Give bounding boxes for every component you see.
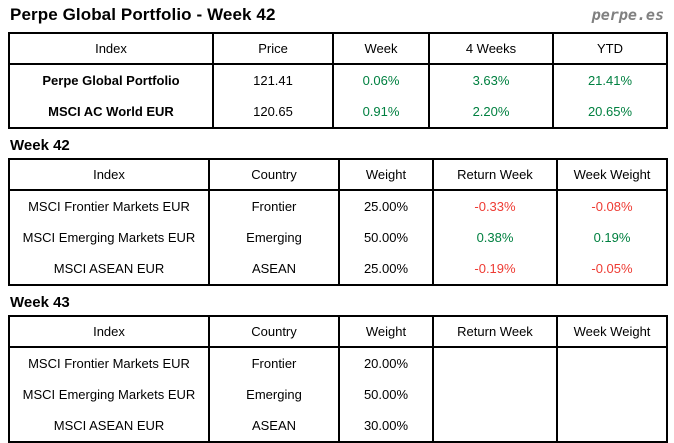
table-row: MSCI Emerging Markets EUR Emerging 50.00… xyxy=(8,379,668,410)
ytd-return-cell: 21.41% xyxy=(552,64,668,96)
week-weight-cell: -0.08% xyxy=(556,190,668,222)
report-header: Perpe Global Portfolio - Week 42 perpe.e… xyxy=(8,5,666,28)
price-cell: 121.41 xyxy=(212,64,334,96)
header-country: Country xyxy=(208,316,340,348)
ytd-return-cell: 20.65% xyxy=(552,96,668,128)
week-weight-cell: -0.05% xyxy=(556,253,668,285)
week-return-cell: 0.06% xyxy=(332,64,430,96)
header-return-week: Return Week xyxy=(432,159,558,191)
weight-cell: 20.00% xyxy=(338,347,434,379)
table-row: MSCI ASEAN EUR ASEAN 30.00% xyxy=(8,410,668,442)
week-weight-cell: 0.19% xyxy=(556,222,668,253)
week43-table: Index Country Weight Return Week Week We… xyxy=(8,315,668,443)
header-index: Index xyxy=(8,33,214,65)
section-heading-week42: Week 42 xyxy=(10,137,70,154)
header-country: Country xyxy=(208,159,340,191)
weight-cell: 50.00% xyxy=(338,379,434,410)
country-cell: ASEAN xyxy=(208,410,340,442)
index-cell: MSCI Frontier Markets EUR xyxy=(8,347,210,379)
return-week-cell: -0.33% xyxy=(432,190,558,222)
header-index: Index xyxy=(8,316,210,348)
header-index: Index xyxy=(8,159,210,191)
table-row: Perpe Global Portfolio 121.41 0.06% 3.63… xyxy=(8,64,668,96)
header-return-week: Return Week xyxy=(432,316,558,348)
section-heading-week43: Week 43 xyxy=(10,294,70,311)
summary-header-row: Index Price Week 4 Weeks YTD xyxy=(8,33,668,65)
table-row: MSCI Emerging Markets EUR Emerging 50.00… xyxy=(8,222,668,253)
country-cell: ASEAN xyxy=(208,253,340,285)
index-cell: MSCI Emerging Markets EUR xyxy=(8,379,210,410)
header-weight: Weight xyxy=(338,159,434,191)
weight-cell: 30.00% xyxy=(338,410,434,442)
price-cell: 120.65 xyxy=(212,96,334,128)
week42-header-row: Index Country Weight Return Week Week We… xyxy=(8,159,668,191)
header-week: Week xyxy=(332,33,430,65)
header-4weeks: 4 Weeks xyxy=(428,33,554,65)
week42-table: Index Country Weight Return Week Week We… xyxy=(8,158,668,286)
4weeks-return-cell: 2.20% xyxy=(428,96,554,128)
index-cell: MSCI Emerging Markets EUR xyxy=(8,222,210,253)
table-row: MSCI Frontier Markets EUR Frontier 25.00… xyxy=(8,190,668,222)
index-cell: MSCI ASEAN EUR xyxy=(8,410,210,442)
header-week-weight: Week Weight xyxy=(556,316,668,348)
country-cell: Emerging xyxy=(208,222,340,253)
header-price: Price xyxy=(212,33,334,65)
country-cell: Emerging xyxy=(208,379,340,410)
index-cell: MSCI Frontier Markets EUR xyxy=(8,190,210,222)
week43-header-row: Index Country Weight Return Week Week We… xyxy=(8,316,668,348)
4weeks-return-cell: 3.63% xyxy=(428,64,554,96)
header-week-weight: Week Weight xyxy=(556,159,668,191)
country-cell: Frontier xyxy=(208,347,340,379)
return-week-cell xyxy=(432,410,558,442)
return-week-cell xyxy=(432,379,558,410)
index-cell: MSCI AC World EUR xyxy=(8,96,214,128)
table-row: MSCI Frontier Markets EUR Frontier 20.00… xyxy=(8,347,668,379)
week-weight-cell xyxy=(556,410,668,442)
table-row: MSCI ASEAN EUR ASEAN 25.00% -0.19% -0.05… xyxy=(8,253,668,285)
page-title: Perpe Global Portfolio - Week 42 xyxy=(10,5,276,24)
week-return-cell: 0.91% xyxy=(332,96,430,128)
week-weight-cell xyxy=(556,347,668,379)
table-row: MSCI AC World EUR 120.65 0.91% 2.20% 20.… xyxy=(8,96,668,128)
header-weight: Weight xyxy=(338,316,434,348)
index-cell: Perpe Global Portfolio xyxy=(8,64,214,96)
weight-cell: 25.00% xyxy=(338,253,434,285)
portfolio-summary-table: Index Price Week 4 Weeks YTD Perpe Globa… xyxy=(8,32,668,129)
weight-cell: 25.00% xyxy=(338,190,434,222)
country-cell: Frontier xyxy=(208,190,340,222)
week-weight-cell xyxy=(556,379,668,410)
return-week-cell: 0.38% xyxy=(432,222,558,253)
weight-cell: 50.00% xyxy=(338,222,434,253)
header-ytd: YTD xyxy=(552,33,668,65)
index-cell: MSCI ASEAN EUR xyxy=(8,253,210,285)
perpe-logo: perpe.es xyxy=(591,6,664,24)
return-week-cell xyxy=(432,347,558,379)
return-week-cell: -0.19% xyxy=(432,253,558,285)
